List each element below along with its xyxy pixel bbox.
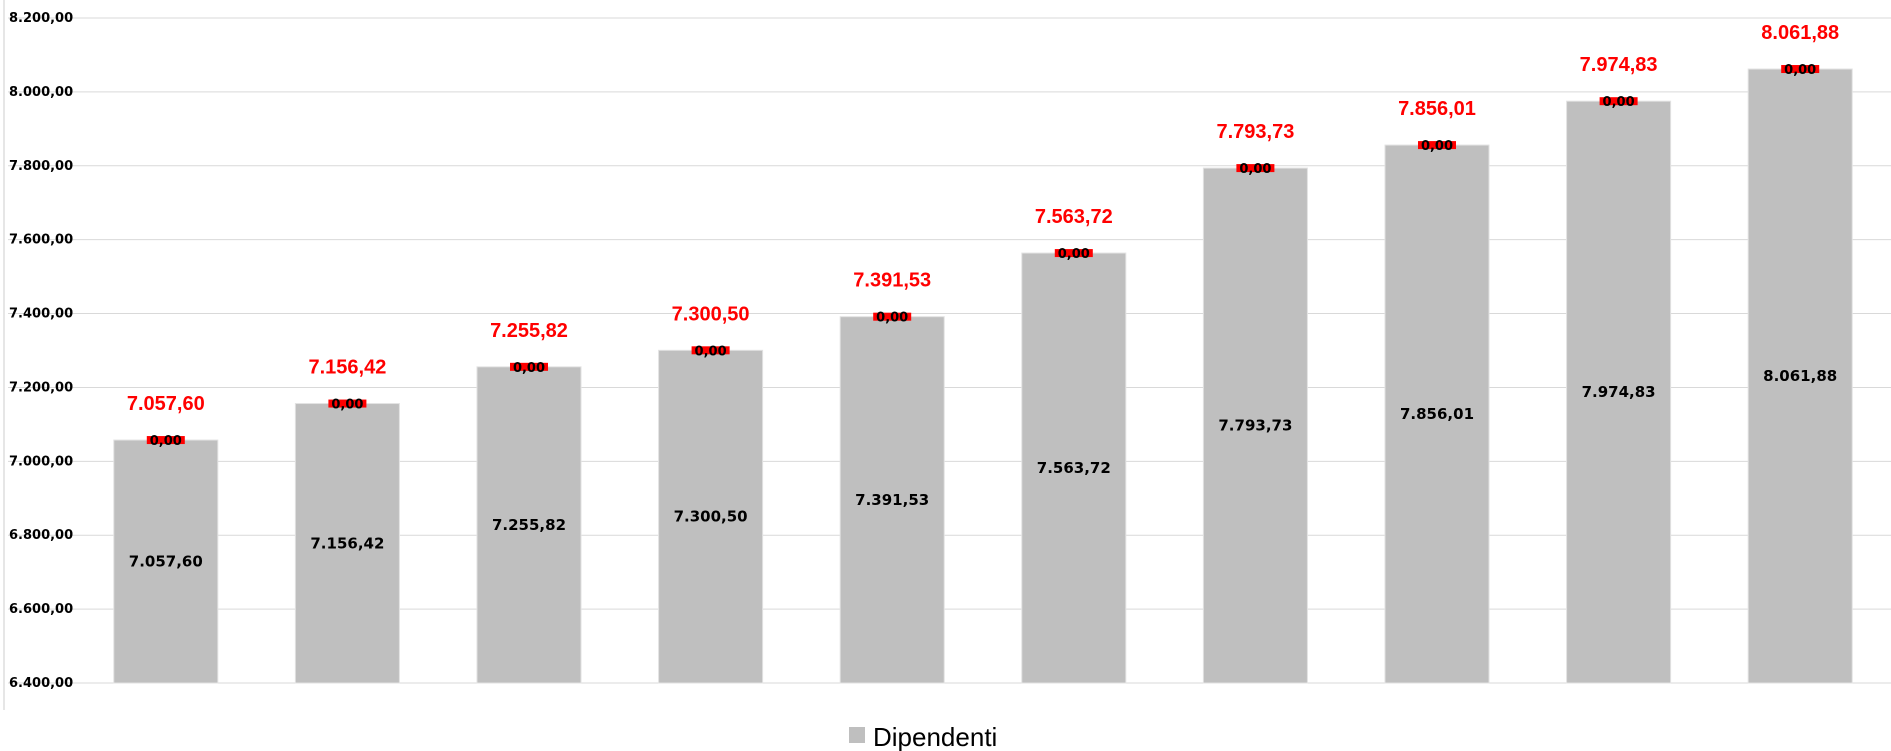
zero-segment-marker <box>328 399 367 408</box>
bar-total-label: 7.300,50 <box>672 303 750 325</box>
y-tick-label: 7.600,00 <box>9 233 73 248</box>
zero-data-label: 0,00 <box>1421 139 1453 154</box>
y-tick-label: 7.800,00 <box>9 159 73 174</box>
zero-data-label: 0,00 <box>876 311 908 326</box>
zero-data-label: 0,00 <box>1603 95 1635 110</box>
zero-data-label: 0,00 <box>331 398 363 413</box>
bar-total-label: 8.061,88 <box>1761 22 1839 44</box>
zero-data-label: 0,00 <box>513 361 545 376</box>
zero-segment-marker <box>1781 65 1820 74</box>
bar-value-label: 7.255,82 <box>492 516 566 534</box>
bar-value-label: 7.156,42 <box>310 534 384 552</box>
y-tick-labels: 6.400,00 6.600,00 6.800,00 7.000,00 7.200,00… <box>9 11 73 691</box>
bar-total-label: 7.856,01 <box>1398 98 1476 120</box>
bar <box>1566 100 1672 684</box>
bar-total-label: 7.563,72 <box>1035 206 1113 228</box>
zero-segment-marker <box>146 436 185 445</box>
bar <box>294 403 400 684</box>
bar-value-label: 7.974,83 <box>1582 383 1656 401</box>
bars <box>113 65 1853 684</box>
zero-data-label: 0,00 <box>1784 63 1816 78</box>
bar <box>1384 144 1490 684</box>
bar-value-label: 7.793,73 <box>1218 417 1292 435</box>
y-tick-label: 7.000,00 <box>9 454 73 469</box>
zero-segment-marker <box>1599 97 1638 106</box>
legend: Dipendenti <box>849 722 997 751</box>
bar-total-label: 7.391,53 <box>853 270 931 292</box>
zero-data-label: 0,00 <box>695 344 727 359</box>
data-labels: 0,00 7.057,60 7.057,60 0,00 7.156,42 7.156,42… <box>127 22 1839 570</box>
bar-value-label: 7.057,60 <box>129 553 203 571</box>
bar-value-label: 7.300,50 <box>674 508 748 526</box>
y-tick-label: 6.600,00 <box>9 602 73 617</box>
bar <box>1747 68 1853 684</box>
bar <box>1202 167 1308 684</box>
y-tick-label: 7.400,00 <box>9 307 73 322</box>
bar-total-label: 7.255,82 <box>490 320 568 342</box>
bar-total-label: 7.793,73 <box>1216 121 1294 143</box>
bar-value-label: 7.391,53 <box>855 491 929 509</box>
bar-total-label: 7.057,60 <box>127 393 205 415</box>
bar-value-label: 7.563,72 <box>1037 459 1111 477</box>
bar-value-label: 7.856,01 <box>1400 405 1474 423</box>
zero-segment-marker <box>691 346 730 355</box>
zero-segment-marker <box>1418 141 1456 150</box>
bar <box>113 439 219 684</box>
bar-total-label: 7.156,42 <box>308 357 386 379</box>
y-tick-label: 6.400,00 <box>9 676 73 691</box>
bar <box>1021 252 1127 684</box>
zero-data-label: 0,00 <box>150 434 182 449</box>
zero-segment-marker <box>1236 164 1275 173</box>
bar-total-label: 7.974,83 <box>1580 54 1658 76</box>
zero-data-label: 0,00 <box>1058 247 1090 262</box>
y-tick-label: 8.200,00 <box>9 11 73 26</box>
zero-data-label: 0,00 <box>1239 162 1271 177</box>
y-tick-label: 6.800,00 <box>9 528 73 543</box>
zero-segment-marker <box>1054 249 1093 258</box>
legend-entry-label: Dipendenti <box>873 722 997 751</box>
bar-value-label: 8.061,88 <box>1763 367 1837 385</box>
zero-segment-marker <box>510 362 548 371</box>
bar <box>839 316 945 684</box>
legend-swatch <box>849 727 865 743</box>
bar <box>476 366 582 684</box>
zero-segment-marker <box>873 312 912 321</box>
y-tick-label: 7.200,00 <box>9 380 73 395</box>
y-tick-label: 8.000,00 <box>9 85 73 100</box>
